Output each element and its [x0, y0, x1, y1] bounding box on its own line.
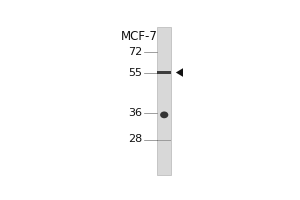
Text: 28: 28	[128, 134, 142, 144]
Bar	[157, 27, 171, 175]
Text: 36: 36	[128, 108, 142, 118]
Polygon shape	[176, 68, 183, 77]
Bar	[157, 140, 171, 141]
Text: MCF-7: MCF-7	[122, 30, 158, 43]
Ellipse shape	[160, 111, 168, 118]
Text: 55: 55	[128, 68, 142, 78]
Text: 72: 72	[128, 47, 142, 57]
Bar	[157, 71, 171, 74]
